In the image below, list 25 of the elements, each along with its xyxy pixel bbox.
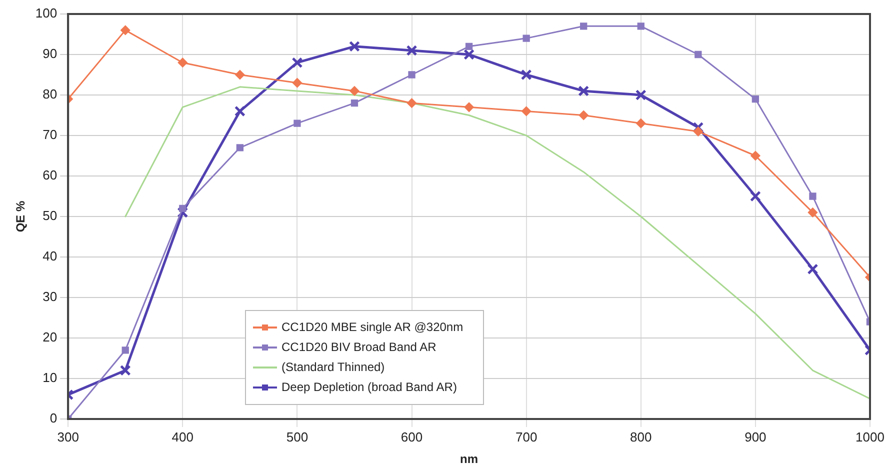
y-tick-label: 20 xyxy=(42,330,58,345)
x-tick-label: 1000 xyxy=(856,429,884,444)
x-tick-label: 500 xyxy=(286,429,308,444)
x-tick-label: 700 xyxy=(515,429,538,444)
y-tick-label: 80 xyxy=(42,86,58,102)
legend-label: CC1D20 MBE single AR @320nm xyxy=(282,320,464,335)
x-tick-label: 800 xyxy=(630,429,652,444)
y-tick-label: 70 xyxy=(42,127,58,142)
y-tick-label: 100 xyxy=(35,6,58,21)
y-tick-label: 90 xyxy=(42,46,58,62)
legend-label: (Standard Thinned) xyxy=(282,360,385,375)
y-tick-label: 50 xyxy=(42,208,58,224)
y-tick-label: 10 xyxy=(42,370,58,386)
x-tick-label: 300 xyxy=(57,429,79,444)
y-tick-label: 40 xyxy=(42,248,58,264)
y-tick-label: 60 xyxy=(42,168,58,183)
x-tick-label: 900 xyxy=(744,429,766,444)
y-axis-title: QE % xyxy=(14,200,28,232)
legend-label: CC1D20 BIV Broad Band AR xyxy=(282,340,436,355)
x-tick-label: 600 xyxy=(400,429,423,444)
legend-label: Deep Depletion (broad Band AR) xyxy=(282,380,457,395)
y-tick-label: 30 xyxy=(42,289,58,304)
x-tick-label: 400 xyxy=(172,429,194,444)
x-axis-title: nm xyxy=(460,452,478,466)
y-tick-label: 0 xyxy=(50,410,58,426)
